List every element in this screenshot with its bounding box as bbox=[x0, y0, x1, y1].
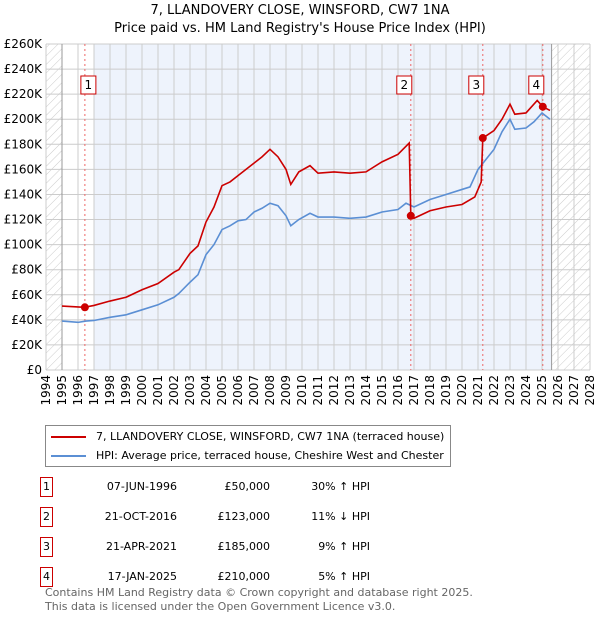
shaded-region bbox=[94, 44, 552, 370]
hatch-left bbox=[46, 44, 62, 370]
sale-number: 1 bbox=[40, 477, 53, 497]
x-tick-label: 2024 bbox=[519, 375, 533, 406]
x-tick-label: 1997 bbox=[87, 375, 101, 406]
x-tick-label: 2008 bbox=[263, 375, 277, 406]
legend: 7, LLANDOVERY CLOSE, WINSFORD, CW7 1NA (… bbox=[45, 425, 452, 467]
sale-price: £210,000 bbox=[217, 570, 271, 583]
x-tick-label: 2019 bbox=[439, 375, 453, 406]
x-tick-label: 2000 bbox=[135, 375, 149, 406]
sale-label-box bbox=[80, 75, 97, 95]
sale-label-box bbox=[396, 75, 413, 95]
sale-number: 3 bbox=[40, 537, 53, 557]
y-tick-label: £20K bbox=[11, 338, 43, 352]
x-tick-label: 2025 bbox=[535, 375, 549, 406]
sale-price: £185,000 bbox=[217, 540, 271, 553]
x-tick-label: 2027 bbox=[567, 375, 581, 406]
x-tick-label: 2014 bbox=[359, 375, 373, 406]
legend-property: 7, LLANDOVERY CLOSE, WINSFORD, CW7 1NA (… bbox=[96, 430, 445, 443]
sale-label: 2 bbox=[400, 78, 408, 92]
chart-title: 7, LLANDOVERY CLOSE, WINSFORD, CW7 1NA bbox=[150, 3, 450, 18]
y-tick-label: £180K bbox=[4, 137, 44, 151]
x-tick-label: 2006 bbox=[231, 375, 245, 406]
sale-hpi-diff: 30% ↑ HPI bbox=[311, 480, 370, 493]
x-tick-label: 2002 bbox=[167, 375, 181, 406]
sale-label: 3 bbox=[472, 78, 480, 92]
sale-label: 4 bbox=[532, 78, 540, 92]
chart-subtitle: Price paid vs. HM Land Registry's House … bbox=[114, 21, 486, 36]
x-tick-label: 1994 bbox=[39, 375, 53, 406]
sale-hpi-diff: 11% ↓ HPI bbox=[311, 510, 370, 523]
hpi-line bbox=[61, 111, 551, 324]
x-tick-label: 1999 bbox=[119, 375, 133, 406]
x-tick-label: 2021 bbox=[471, 375, 485, 406]
legend-blue-line bbox=[51, 454, 86, 457]
sale-point bbox=[538, 102, 547, 111]
x-tick-label: 2026 bbox=[551, 375, 565, 406]
sale-point bbox=[478, 134, 487, 143]
x-tick-label: 2017 bbox=[407, 375, 421, 406]
sale-date: 07-JUN-1996 bbox=[106, 480, 177, 493]
sale-point bbox=[406, 211, 415, 220]
hatch-right bbox=[551, 44, 590, 370]
y-tick-label: £240K bbox=[4, 62, 44, 76]
price-chart: 1994 1995 1996 1997 1998 1999 2000 2001 2002 2003… bbox=[4, 37, 597, 406]
y-tick-label: £200K bbox=[4, 112, 44, 126]
sale-point bbox=[80, 303, 89, 312]
sale-label-box bbox=[468, 75, 485, 95]
legend-red-line bbox=[51, 435, 86, 438]
sale-date: 17-JAN-2025 bbox=[107, 570, 177, 583]
y-tick-label: £40K bbox=[11, 313, 43, 327]
y-tick-label: £60K bbox=[11, 288, 43, 302]
x-tick-label: 1998 bbox=[103, 375, 117, 406]
x-tick-label: 2011 bbox=[311, 375, 325, 406]
footer: Contains HM Land Registry data © Crown c… bbox=[45, 586, 473, 614]
sale-number: 4 bbox=[40, 567, 53, 587]
sale-hpi-diff: 9% ↑ HPI bbox=[318, 540, 370, 553]
x-tick-label: 1996 bbox=[71, 375, 85, 406]
x-tick-label: 2012 bbox=[327, 375, 341, 406]
x-tick-label: 2020 bbox=[455, 375, 469, 406]
y-tick-label: £100K bbox=[4, 238, 44, 252]
x-tick-label: 2028 bbox=[583, 375, 597, 406]
sale-label: 1 bbox=[85, 78, 93, 92]
x-tick-label: 2015 bbox=[375, 375, 389, 406]
footer-line1: Contains HM Land Registry data © Crown c… bbox=[45, 586, 473, 599]
x-tick-label: 2016 bbox=[391, 375, 405, 406]
x-tick-label: 2005 bbox=[215, 375, 229, 406]
x-tick-label: 2022 bbox=[487, 375, 501, 406]
x-tick-label: 2023 bbox=[503, 375, 517, 406]
x-tick-label: 2001 bbox=[151, 375, 165, 406]
sale-number: 2 bbox=[40, 507, 53, 527]
y-tick-label: £80K bbox=[11, 263, 43, 277]
y-tick-label: £120K bbox=[4, 213, 44, 227]
y-tick-label: £260K bbox=[4, 37, 44, 51]
x-tick-label: 2003 bbox=[183, 375, 197, 406]
sale-label-box bbox=[528, 75, 545, 95]
x-tick-label: 2013 bbox=[343, 375, 357, 406]
sale-price: £123,000 bbox=[217, 510, 271, 523]
x-tick-label: 1995 bbox=[55, 375, 69, 406]
x-tick-label: 2018 bbox=[423, 375, 437, 406]
footer-line2: This data is licensed under the Open Gov… bbox=[45, 600, 396, 613]
property-line bbox=[61, 99, 551, 309]
x-tick-label: 2010 bbox=[295, 375, 309, 406]
x-tick-label: 2009 bbox=[279, 375, 293, 406]
y-tick-label: £220K bbox=[4, 87, 44, 101]
x-tick-label: 2007 bbox=[247, 375, 261, 406]
sale-hpi-diff: 5% ↑ HPI bbox=[318, 570, 370, 583]
y-tick-label: £140K bbox=[4, 187, 44, 201]
x-tick-label: 2004 bbox=[199, 375, 213, 406]
legend-hpi: HPI: Average price, terraced house, Ches… bbox=[96, 449, 444, 462]
sale-date: 21-APR-2021 bbox=[105, 540, 177, 553]
y-tick-label: £160K bbox=[4, 162, 44, 176]
sale-price: £50,000 bbox=[224, 480, 271, 493]
y-tick-label: £0 bbox=[27, 363, 42, 377]
sale-date: 21-OCT-2016 bbox=[104, 510, 177, 523]
